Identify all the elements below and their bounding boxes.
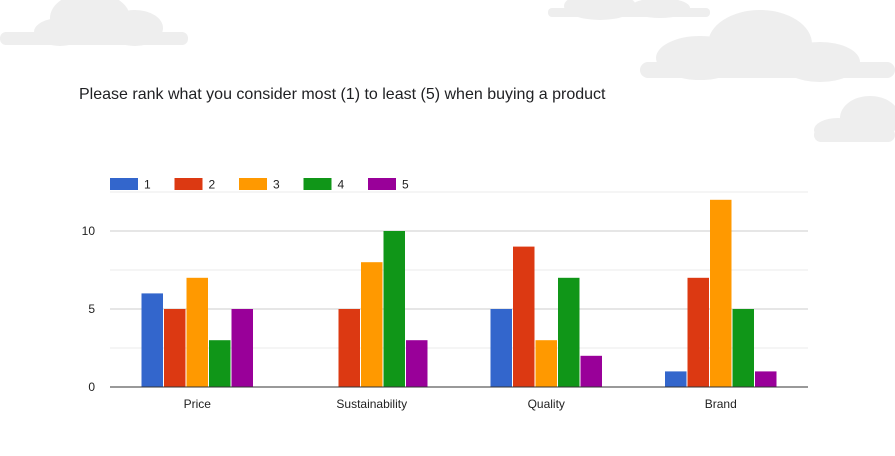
legend-label-1: 1 xyxy=(144,178,151,192)
chart-y-ticks: 0 5 10 xyxy=(82,224,96,394)
category-label: Sustainability xyxy=(336,397,407,411)
legend-swatch-1 xyxy=(110,178,138,190)
bar-sustainability-rank-3 xyxy=(361,262,383,387)
cloud-top-left xyxy=(0,0,188,46)
bar-brand-rank-4 xyxy=(732,309,754,387)
legend-swatch-4 xyxy=(303,178,332,190)
bar-quality-rank-1 xyxy=(490,309,512,387)
bar-sustainability-rank-4 xyxy=(383,231,405,387)
bar-price-rank-5 xyxy=(231,309,253,387)
category-label: Price xyxy=(184,397,212,411)
bar-brand-rank-2 xyxy=(687,277,709,387)
question-title: Please rank what you consider most (1) t… xyxy=(79,86,606,103)
bar-price-rank-1 xyxy=(141,293,163,387)
chart-bars xyxy=(141,199,777,387)
cloud-top-right xyxy=(640,10,895,82)
legend-label-2: 2 xyxy=(209,178,216,192)
legend-swatch-3 xyxy=(239,178,267,190)
bar-price-rank-4 xyxy=(209,340,231,387)
chart-category-labels: Price Sustainability Quality Brand xyxy=(184,397,737,411)
bar-brand-rank-3 xyxy=(710,199,732,387)
bar-price-rank-2 xyxy=(164,309,186,387)
y-tick-label: 10 xyxy=(82,224,96,238)
bar-brand-rank-5 xyxy=(755,371,777,387)
cloud-right-edge xyxy=(814,96,895,142)
bar-brand-rank-1 xyxy=(665,371,687,387)
bar-price-rank-3 xyxy=(186,277,208,387)
y-tick-label: 5 xyxy=(88,302,95,316)
category-label: Quality xyxy=(528,397,565,411)
bar-sustainability-rank-5 xyxy=(406,340,428,387)
legend-label-3: 3 xyxy=(273,178,280,192)
chart-legend: 1 2 3 4 5 xyxy=(110,178,409,192)
category-label: Brand xyxy=(705,397,737,411)
legend-label-5: 5 xyxy=(402,178,409,192)
cloud-top-center xyxy=(548,0,710,20)
legend-label-4: 4 xyxy=(338,178,345,192)
bar-sustainability-rank-2 xyxy=(338,309,360,387)
bar-quality-rank-2 xyxy=(513,246,535,387)
legend-swatch-5 xyxy=(368,178,396,190)
y-tick-label: 0 xyxy=(88,380,95,394)
legend-swatch-2 xyxy=(174,178,203,190)
bar-quality-rank-3 xyxy=(535,340,557,387)
bar-quality-rank-5 xyxy=(580,355,602,387)
bar-quality-rank-4 xyxy=(558,277,580,387)
